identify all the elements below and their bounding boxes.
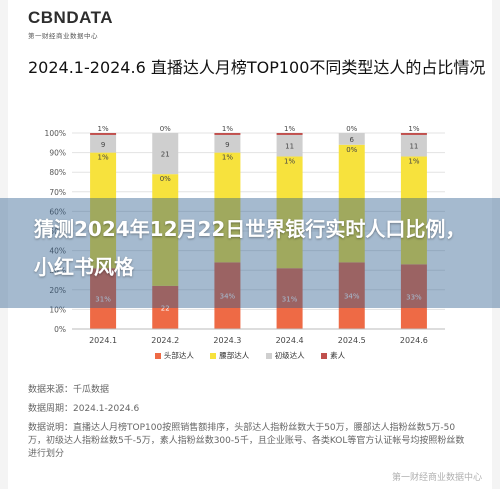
legend-item-junior: 初级达人: [265, 350, 305, 361]
y-tick-label: 80%: [49, 168, 66, 177]
brand-tagline: 第一财经商业数据中心: [28, 32, 98, 40]
brand-logo: CBNDATA 第一财经商业数据中心: [28, 8, 113, 40]
x-tick-label: 2024.3: [213, 336, 241, 345]
data-label: 11: [409, 143, 418, 151]
y-tick-label: 40%: [49, 247, 66, 256]
data-label: 1%: [98, 125, 109, 133]
bar-segment-amateur: [400, 133, 427, 135]
y-tick-label: 90%: [49, 149, 66, 158]
note-description: 数据说明：直播达人月榜TOP100按照销售额排序，头部达人指粉丝数大于50万，腰…: [28, 423, 465, 459]
data-label: 11: [285, 143, 294, 151]
data-label: 6: [350, 136, 355, 144]
legend-swatch-amateur: [321, 353, 328, 359]
legend-label-junior: 初级达人: [274, 351, 305, 360]
data-label: 1%: [222, 154, 233, 162]
data-label: 34%: [344, 293, 360, 301]
data-label: 0%: [160, 175, 171, 183]
bar-segment-head: [400, 264, 427, 329]
legend-label-head: 头部达人: [163, 351, 194, 360]
chart-title: 2024.1-2024.6 直播达人月榜TOP100不同类型达人的占比情况: [28, 58, 486, 77]
legend-label-waist: 腰部达人: [219, 351, 250, 360]
data-label: 9: [225, 141, 229, 149]
overlay-banner: [0, 198, 500, 308]
legend-item-head: 头部达人: [154, 350, 194, 361]
x-tick-label: 2024.6: [400, 336, 428, 345]
bar-segment-head: [338, 262, 365, 329]
bar-segment-junior: [152, 133, 179, 175]
legend-swatch-waist: [210, 353, 217, 359]
bar-segment-junior: [400, 134, 427, 157]
overlay-headline: 猜测2024年12月22日世界银行实时人口比例，小红书风格: [34, 217, 466, 279]
note-period: 数据周期：2024.1-2024.6: [28, 404, 140, 414]
legend-item-amateur: 素人: [321, 350, 345, 361]
y-tick-label: 100%: [45, 129, 66, 138]
bar-segment-waist: [90, 152, 117, 269]
data-label: 1%: [408, 125, 419, 133]
x-tick-label: 2024.1: [89, 336, 117, 345]
y-tick-label: 30%: [49, 266, 66, 275]
bar-segment-amateur: [214, 133, 241, 135]
data-label: 1%: [98, 154, 109, 162]
data-label: 0%: [346, 125, 357, 133]
y-tick-label: 70%: [49, 188, 66, 197]
y-tick-label: 60%: [49, 207, 66, 216]
data-label: 0%: [160, 125, 171, 133]
watermark-text: 第一财经商业数据中心: [391, 473, 482, 483]
x-tick-label: 2024.4: [276, 336, 304, 345]
data-label: 9: [101, 141, 105, 149]
legend-swatch-head: [154, 353, 161, 359]
bar-segment-junior: [90, 134, 117, 153]
bar-segment-waist: [400, 156, 427, 265]
bar-segment-head: [214, 262, 241, 329]
y-tick-label: 20%: [49, 286, 66, 295]
data-label: 34%: [220, 293, 236, 301]
data-label: 22: [161, 304, 170, 312]
bar-segment-junior: [276, 134, 303, 157]
data-label: 1%: [408, 158, 419, 166]
data-label: 1%: [284, 158, 295, 166]
bar-segment-head: [276, 268, 303, 329]
legend-item-waist: 腰部达人: [210, 350, 249, 361]
bar-segment-waist: [276, 156, 303, 269]
data-notes: 数据来源：千瓜数据 数据周期：2024.1-2024.6 数据说明：直播达人月榜…: [28, 384, 473, 467]
x-tick-label: 2024.5: [338, 336, 366, 345]
data-label: 1%: [222, 125, 233, 133]
note-source: 数据来源：千瓜数据: [28, 385, 110, 395]
y-tick-label: 50%: [49, 227, 66, 236]
bar-segment-junior: [338, 133, 365, 145]
data-label: 33%: [406, 294, 422, 302]
bar-segment-waist: [338, 144, 365, 263]
bar-segment-waist: [214, 152, 241, 263]
y-tick-label: 0%: [54, 325, 66, 334]
bar-segment-amateur: [90, 133, 117, 135]
data-label: 21: [161, 151, 170, 159]
bar-segment-head: [90, 268, 117, 329]
brand-name: CBNDATA: [28, 8, 114, 27]
data-label: 31%: [282, 296, 298, 304]
data-label: 31%: [95, 296, 111, 304]
bar-segment-waist: [152, 174, 179, 286]
y-tick-label: 10%: [49, 305, 66, 314]
x-tick-label: 2024.2: [151, 336, 179, 345]
data-label: 0%: [346, 146, 357, 154]
chart-legend: 头部达人 腰部达人 初级达人 素人: [0, 350, 500, 361]
bar-segment-head: [152, 285, 179, 329]
legend-label-amateur: 素人: [330, 351, 346, 360]
bar-segment-amateur: [276, 133, 303, 135]
data-label: 1%: [284, 125, 295, 133]
bar-segment-junior: [214, 134, 241, 153]
legend-swatch-junior: [265, 353, 272, 359]
